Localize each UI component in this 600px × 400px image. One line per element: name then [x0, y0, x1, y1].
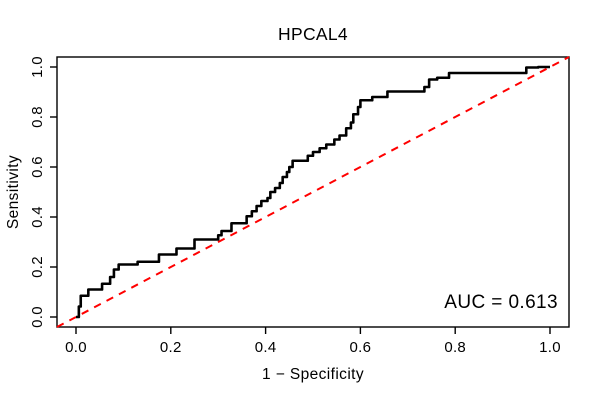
x-tick-label: 0.2	[160, 339, 182, 356]
x-tick-label: 0.4	[255, 339, 277, 356]
y-tick-label: 0.0	[29, 306, 46, 328]
y-axis-ticks: 0.0 0.2 0.4 0.6 0.8 1.0	[29, 56, 57, 328]
y-tick-label: 1.0	[29, 56, 46, 78]
y-axis-label: Sensitivity	[5, 155, 22, 229]
x-tick-label: 0.0	[65, 339, 87, 356]
plot-title: HPCAL4	[278, 24, 348, 44]
auc-annotation: AUC = 0.613	[444, 292, 558, 313]
x-tick-label: 1.0	[539, 339, 561, 356]
chance-diagonal-line	[56, 56, 570, 328]
y-tick-label: 0.4	[29, 206, 46, 228]
x-tick-label: 0.8	[444, 339, 466, 356]
roc-curve	[76, 65, 550, 319]
plot-box	[56, 56, 570, 328]
y-tick-label: 0.8	[29, 106, 46, 128]
x-tick-label: 0.6	[350, 339, 372, 356]
x-axis-label: 1 − Specificity	[262, 366, 364, 383]
y-tick-label: 0.2	[29, 256, 46, 278]
y-tick-label: 0.6	[29, 156, 46, 178]
x-axis-ticks: 0.0 0.2 0.4 0.6 0.8 1.0	[65, 327, 561, 356]
